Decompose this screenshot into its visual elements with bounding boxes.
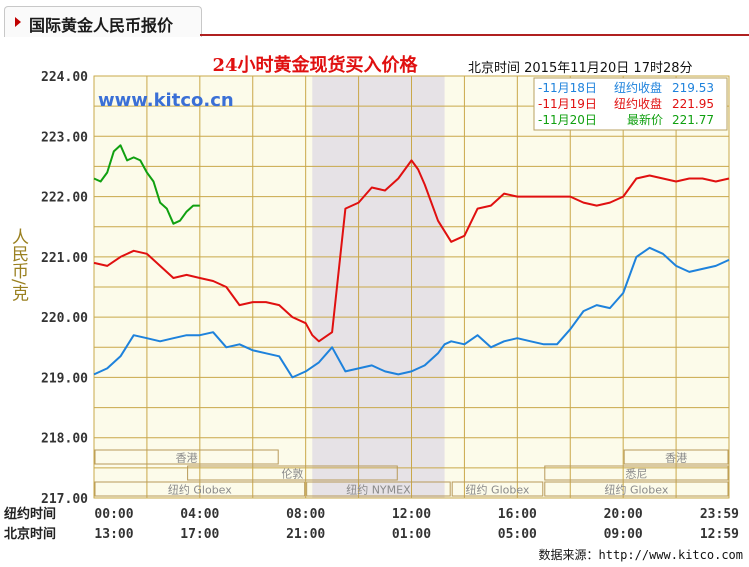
session-box [94, 449, 279, 465]
session-box [187, 465, 398, 481]
x-tick-ny: 08:00 [286, 507, 325, 522]
y-tick-label: 221.00 [41, 251, 88, 266]
y-axis-label: 人民币/克 [8, 228, 29, 302]
session-label: 伦敦 [281, 467, 303, 481]
chart-title: 24小时黄金现货买入价格 [212, 54, 418, 76]
legend-value: 221.95 [672, 97, 714, 111]
x-tick-bj: 13:00 [94, 527, 133, 542]
source-url[interactable]: http://www.kitco.com [598, 548, 744, 562]
tab-title: 国际黄金人民币报价 [29, 16, 174, 35]
x-row-label-ny: 纽约时间 [4, 506, 56, 522]
legend-date: -11月19日 [538, 97, 597, 111]
session-label: 纽约 Globex [168, 483, 232, 497]
data-source: 数据来源：http://www.kitco.com [538, 546, 743, 563]
legend-entry: -11月19日 纽约收盘 221.95 [538, 96, 714, 111]
session-label: 纽约 NYMEX [346, 483, 411, 497]
session-label: 香港 [665, 452, 687, 465]
y-tick-label: 224.00 [41, 70, 88, 85]
tab-gold-rmb-quote[interactable]: 国际黄金人民币报价 [4, 6, 202, 37]
x-row-label-bj: 北京时间 [4, 526, 56, 542]
legend-value: 221.77 [672, 113, 714, 127]
session-box [544, 481, 729, 497]
chart-timestamp: 北京时间 2015年11月20日 17时28分 [468, 61, 693, 76]
y-tick-label: 218.00 [41, 432, 88, 447]
watermark: www.kitco.cn [98, 90, 234, 111]
x-tick-bj: 17:00 [180, 527, 219, 542]
x-tick-ny: 23:59 [700, 507, 739, 522]
y-tick-label: 220.00 [41, 311, 88, 326]
session-label: 纽约 Globex [604, 483, 668, 497]
x-tick-bj: 12:59 [700, 527, 739, 542]
legend-value: 219.53 [672, 81, 714, 95]
series-line-1 [93, 159, 730, 343]
x-tick-bj: 09:00 [604, 527, 643, 542]
tab-underline [200, 34, 749, 36]
x-tick-ny: 04:00 [180, 507, 219, 522]
series-line-0 [93, 246, 730, 379]
series-line-2 [93, 144, 200, 225]
x-tick-bj: 21:00 [286, 527, 325, 542]
legend-entry: -11月18日 纽约收盘 219.53 [538, 80, 714, 95]
legend-date: -11月20日 [538, 113, 597, 127]
tab-bar: 国际黄金人民币报价 [0, 0, 749, 38]
x-tick-ny: 16:00 [498, 507, 537, 522]
x-tick-bj: 05:00 [498, 527, 537, 542]
session-box [94, 481, 306, 497]
legend-entry: -11月20日 最新价 221.77 [538, 112, 714, 127]
legend-date: -11月18日 [538, 81, 597, 95]
legend-label: 纽约收盘 [614, 80, 662, 95]
session-label: 香港 [176, 452, 198, 465]
session-label: 悉尼 [625, 468, 647, 481]
y-tick-label: 222.00 [41, 191, 88, 206]
y-tick-label: 217.00 [41, 492, 88, 507]
y-tick-label: 219.00 [41, 371, 88, 386]
x-tick-ny: 00:00 [94, 507, 133, 522]
session-box [306, 481, 451, 497]
x-tick-ny: 20:00 [604, 507, 643, 522]
session-label: 纽约 Globex [466, 483, 530, 497]
x-tick-bj: 01:00 [392, 527, 431, 542]
source-label: 数据来源： [538, 548, 599, 562]
x-tick-ny: 12:00 [392, 507, 431, 522]
session-box [544, 465, 729, 481]
session-box [623, 449, 729, 465]
y-tick-label: 223.00 [41, 130, 88, 145]
legend-box [533, 77, 728, 131]
tab-arrow-icon [15, 17, 21, 27]
legend-label: 最新价 [627, 112, 663, 127]
legend-label: 纽约收盘 [614, 96, 662, 111]
session-box [451, 481, 544, 497]
